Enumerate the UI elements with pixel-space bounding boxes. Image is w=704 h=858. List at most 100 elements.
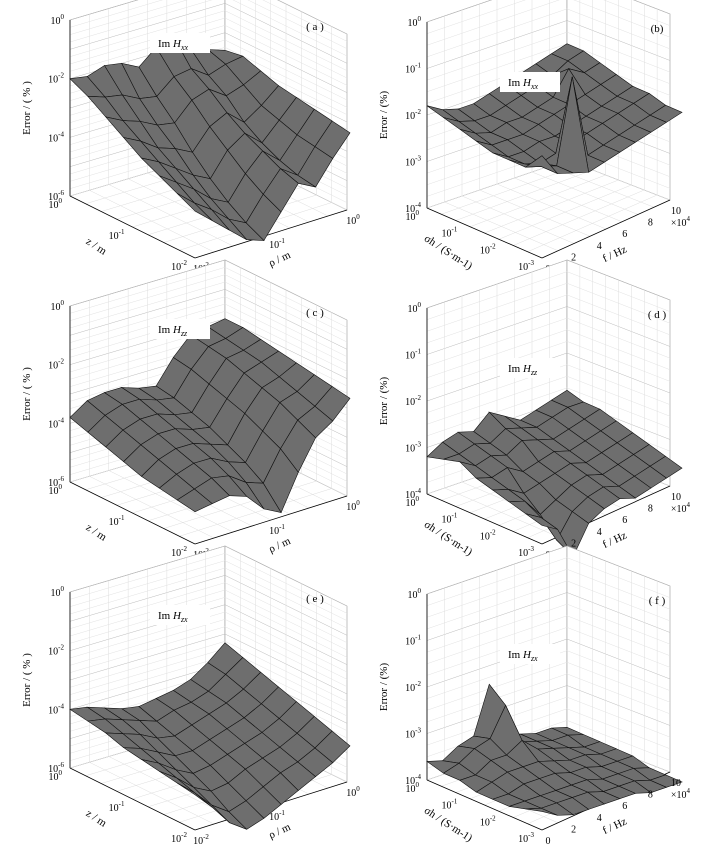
z-tick-label: 10-4 <box>48 702 64 716</box>
surface-patch <box>524 155 558 174</box>
x-tick-label: 4 <box>597 813 602 824</box>
floor-grid-line <box>514 177 623 222</box>
panel-label: ( e ) <box>306 593 324 605</box>
z-tick-label: 10-4 <box>48 130 64 144</box>
x-tick-label: 4 <box>597 241 602 252</box>
z-tick-label: 10-4 <box>405 487 421 501</box>
y-tick-label: 10-2 <box>480 242 496 256</box>
z-tick-label: 10-6 <box>48 189 64 203</box>
legend-box <box>150 605 210 625</box>
z-tick-label: 100 <box>51 585 65 599</box>
z-tick-label: 10-2 <box>405 680 421 694</box>
legend-box <box>150 33 210 53</box>
x-multiplier-label: ×104 <box>671 215 691 229</box>
x-axis-label: f / Hz <box>601 816 629 838</box>
x-tick-label: 6 <box>622 801 627 812</box>
z-axis-label: Error / (%) <box>378 91 390 140</box>
floor-grid-line <box>179 488 332 537</box>
z-grid-line <box>633 0 671 15</box>
x-axis-label: ρ / m <box>267 249 293 270</box>
panel-label: (b) <box>651 23 664 35</box>
error-surface <box>426 389 683 558</box>
surface-patch <box>176 782 213 808</box>
z-tick-label: 10-4 <box>405 773 421 787</box>
y-tick-label: 10-2 <box>171 259 187 273</box>
legend-text: Im Hzz <box>508 363 538 377</box>
x-tick-label: 10 <box>671 492 681 503</box>
x-tick-label: 6 <box>622 229 627 240</box>
z-axis-label: Error / (%) <box>378 377 390 426</box>
legend-box <box>150 319 210 339</box>
z-tick-label: 10-6 <box>48 475 64 489</box>
x-tick-label: 2 <box>571 824 576 835</box>
panel-label: ( d ) <box>648 309 667 321</box>
x-tick-label: 10-1 <box>269 523 285 537</box>
x-tick-label: 6 <box>622 515 627 526</box>
z-tick-label: 10-2 <box>48 644 64 658</box>
legend: Im Hzz <box>500 358 560 378</box>
y-tick-label: 10-1 <box>109 514 125 528</box>
error-surface <box>69 35 351 241</box>
y-tick-label: 10-2 <box>171 831 187 845</box>
z-tick-label: 10-6 <box>48 761 64 775</box>
legend-text: Im Hzz <box>158 324 188 338</box>
x-multiplier-label: ×104 <box>671 501 691 515</box>
floor-grid <box>426 159 671 259</box>
z-tick-label: 100 <box>51 13 65 27</box>
x-axis-line <box>541 199 671 259</box>
z-tick-label: 100 <box>408 301 422 315</box>
z-tick-label: 100 <box>51 299 65 313</box>
y-tick-label: 10-3 <box>518 259 534 273</box>
x-axis-label: f / Hz <box>601 244 629 266</box>
panel-label: ( a ) <box>306 21 324 33</box>
x-tick-label: 10-1 <box>269 809 285 823</box>
x-tick-label: 10-2 <box>193 833 209 847</box>
floor-grid-line <box>513 189 645 246</box>
x-tick-label: 2 <box>571 538 576 549</box>
x-tick-label: 10-1 <box>269 237 285 251</box>
chart-panel-b: (b) Im Hxx 100 10-1 10-2 10-3 10-4 Error / (%) 1… <box>378 0 691 275</box>
x-tick-label: 4 <box>597 527 602 538</box>
y-axis-line <box>69 767 196 831</box>
floor-grid-line <box>527 194 658 252</box>
x-tick-label: 100 <box>346 213 360 227</box>
chart-panel-a: ( a ) Im Hxx 100 10-2 10-4 10-6 Error / ( % ) 1… <box>21 0 360 275</box>
y-axis-label: z / m <box>84 807 109 829</box>
chart-panel-c: ( c ) Im Hzz 100 10-2 10-4 10-6 Error / ( % ) 1… <box>21 259 360 561</box>
wall-grid <box>426 545 671 781</box>
y-axis-label: z / m <box>84 235 109 257</box>
y-axis-label: z / m <box>84 521 109 543</box>
surface-patch <box>525 807 558 816</box>
x-tick-label: 10 <box>671 206 681 217</box>
z-tick-label: 10-2 <box>48 358 64 372</box>
z-tick-label: 10-4 <box>405 201 421 215</box>
z-tick-label: 10-2 <box>48 72 64 86</box>
y-tick-label: 100 <box>49 197 63 211</box>
error-surface <box>69 318 351 514</box>
x-tick-label: 100 <box>346 785 360 799</box>
x-tick-label: 8 <box>648 504 653 515</box>
y-tick-label: 100 <box>406 495 420 509</box>
z-tick-label: 10-3 <box>405 727 421 741</box>
floor-grid-line <box>531 171 639 215</box>
error-surface <box>426 43 683 174</box>
z-tick-label: 100 <box>408 587 422 601</box>
y-tick-label: 10-3 <box>518 831 534 845</box>
legend-box <box>500 644 560 664</box>
y-axis-line <box>69 195 196 259</box>
error-surface <box>426 683 683 816</box>
chart-panel-e: ( e ) Im Hzx 100 10-2 10-4 10-6 Error / ( % ) 1… <box>21 545 360 847</box>
panel-label: ( f ) <box>649 595 666 607</box>
y-tick-label: 100 <box>49 483 63 497</box>
y-axis-line <box>426 779 543 831</box>
x-multiplier-label: ×104 <box>671 787 691 801</box>
legend-text: Im Hzx <box>158 610 188 624</box>
x-tick-label: 8 <box>648 790 653 801</box>
chart-panel-d: ( d ) Im Hzz 100 10-1 10-2 10-3 10-4 Error / (%… <box>378 259 691 561</box>
z-tick-label: 10-4 <box>48 416 64 430</box>
surface-patch <box>176 193 213 221</box>
x-tick-label: 8 <box>648 218 653 229</box>
z-tick-label: 10-3 <box>405 441 421 455</box>
z-axis-label: Error / ( % ) <box>21 81 33 135</box>
